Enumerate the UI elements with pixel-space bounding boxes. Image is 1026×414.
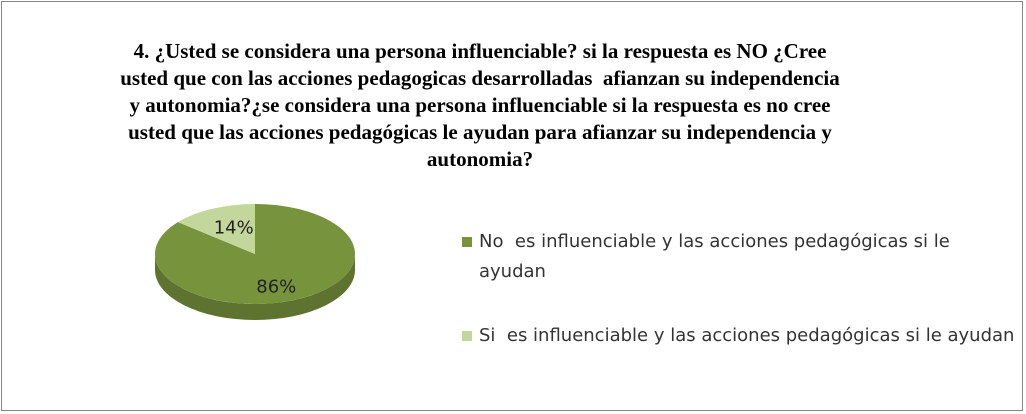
- pie-slice-side: [155, 254, 355, 320]
- legend-label: No es influenciable y las acciones pedag…: [479, 231, 956, 282]
- pie-slice: [177, 204, 255, 254]
- legend-swatch: [462, 331, 472, 341]
- data-label: 14%: [214, 218, 254, 239]
- chart-title: 4. ¿Usted se considera una persona influ…: [120, 39, 846, 171]
- legend-label: Si es influenciable y las acciones pedag…: [479, 325, 1015, 346]
- legend-swatch: [462, 237, 472, 247]
- legend-item: Si es influenciable y las acciones pedag…: [462, 321, 1022, 351]
- legend-item: No es influenciable y las acciones pedag…: [462, 227, 1022, 287]
- data-label: 86%: [256, 276, 296, 297]
